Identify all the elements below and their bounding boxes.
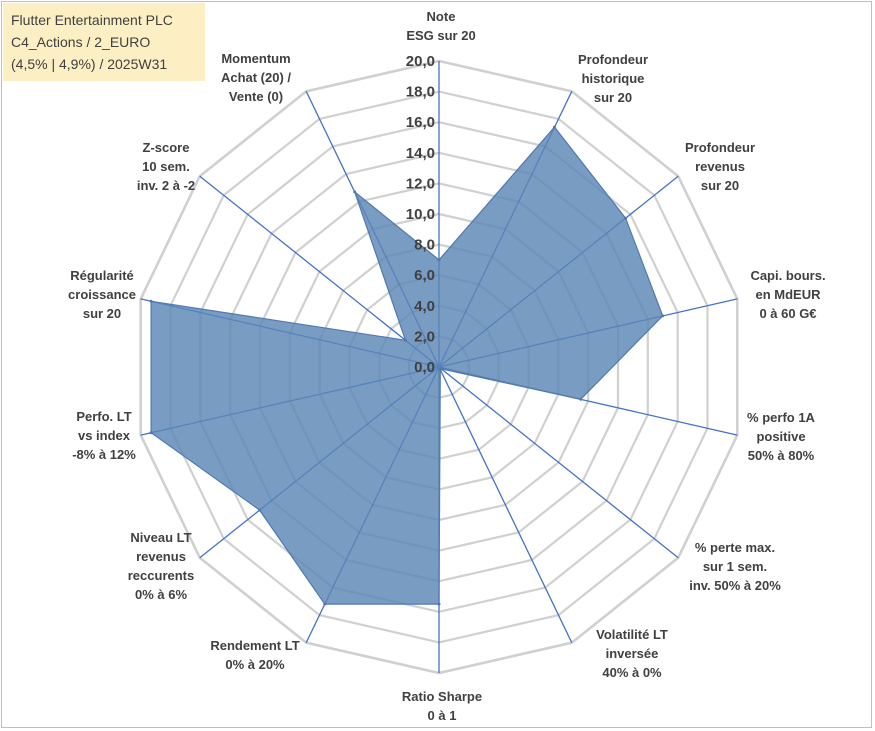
data-point [258,508,262,512]
company-name: Flutter Entertainment PLC [11,12,173,28]
tick-label: 10,0 [406,206,435,223]
radar-series [149,125,665,606]
axis-label: Z-score 10 sem. inv. 2 à -2 [137,140,195,193]
axis-label: Momentum Achat (20) / Vente (0) [221,51,291,104]
axis-label: Profondeur historique sur 20 [578,52,648,105]
category-label: C4_Actions / 2_EURO [11,34,151,50]
data-point [624,216,628,220]
tick-label: 4,0 [414,298,435,315]
axis-label: Capi. bours. en MdEUR 0 à 60 G€ [750,268,825,321]
axis-label: Rendement LT 0% à 20% [210,638,299,672]
data-point [149,299,153,303]
tick-label: 20,0 [406,53,435,70]
axis-label: Volatilité LT inversée 40% à 0% [596,627,668,680]
data-point [437,602,441,606]
data-point [579,397,583,401]
tick-label: 6,0 [414,267,435,284]
data-point [353,190,357,194]
axis-label: Ratio Sharpe 0 à 1 [402,689,482,723]
radar-tick-labels: 0,0 2,0 4,0 6,0 8,0 10,0 12,0 14,0 16,0 18,0 20,0 [406,53,435,376]
axis-label: % perfo 1A positive 50% à 80% [747,410,816,463]
data-point [149,431,153,435]
axis-spoke [438,366,679,559]
tick-label: 0,0 [414,359,435,376]
data-point [661,314,665,318]
tick-label: 18,0 [406,84,435,101]
tick-label: 8,0 [414,237,435,254]
data-point [404,338,407,342]
info-box: Flutter Entertainment PLC C4_Actions / 2… [3,3,205,81]
axis-label: Perfo. LT vs index -8% à 12% [72,409,136,462]
axis-label: Profondeur revenus sur 20 [685,140,755,193]
radar-axis-labels: Note ESG sur 20 Profondeur historique sur 20… [68,9,826,723]
axis-label: Note ESG sur 20 [406,9,475,43]
data-point [553,125,556,129]
tick-label: 2,0 [414,328,435,345]
data-point [323,602,327,606]
axis-label: % perte max. sur 1 sem. inv. 50% à 20% [689,540,781,593]
axis-spoke [438,366,573,643]
tick-label: 16,0 [406,114,435,131]
data-point [437,258,441,262]
axis-spoke [199,175,440,368]
data-point [438,368,442,372]
axis-label: Régularité croissance sur 20 [68,268,136,321]
period-label: (4,5% | 4,9%) / 2025W31 [11,56,168,72]
axis-label: Niveau LT revenus reccurents 0% à 6% [128,530,194,602]
tick-label: 14,0 [406,145,435,162]
tick-label: 12,0 [406,175,435,192]
